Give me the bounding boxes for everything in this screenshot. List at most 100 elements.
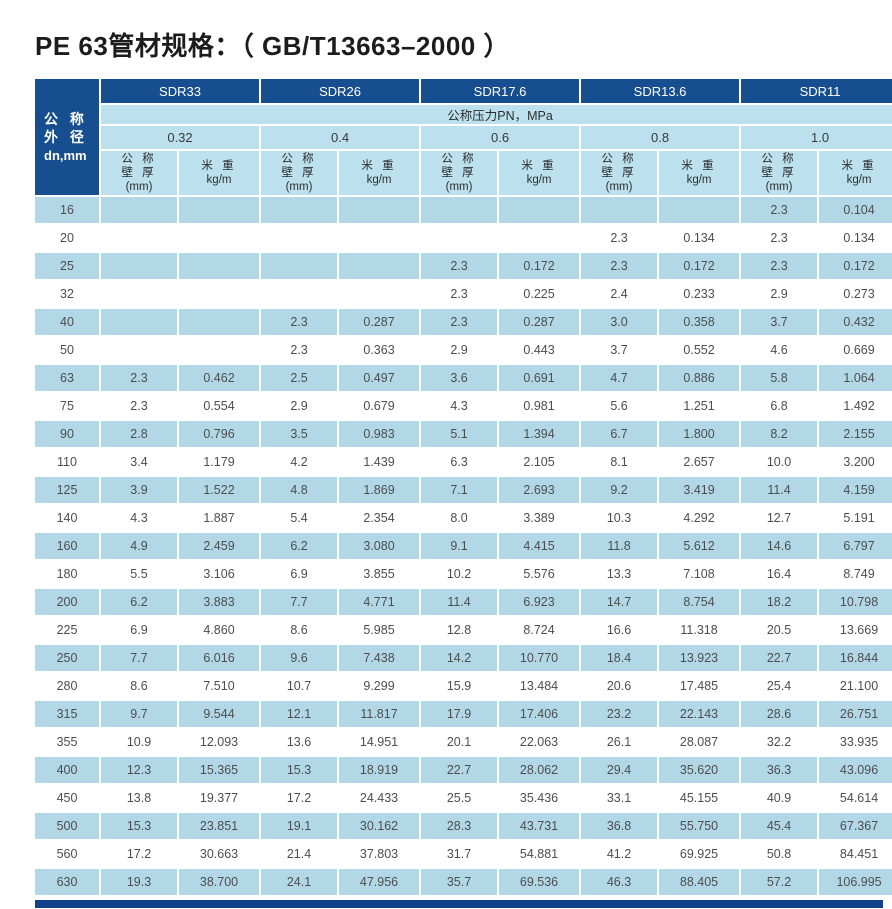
meter-weight-value: 10.798 — [819, 589, 892, 615]
meter-weight-value: 0.172 — [659, 253, 740, 279]
sdr-header-row: 公 称 外 径 dn,mm SDR33 SDR26 SDR17.6 SDR13.… — [35, 79, 892, 195]
wall-thickness-value: 9.1 — [421, 533, 498, 559]
meter-weight-value: 0.554 — [179, 393, 260, 419]
meter-weight-value: 22.143 — [659, 701, 740, 727]
meter-weight-value: 0.669 — [819, 337, 892, 363]
wall-thickness-value: 28.6 — [741, 701, 818, 727]
meter-weight-value: 2.155 — [819, 421, 892, 447]
meter-weight-value: 2.105 — [499, 449, 580, 475]
wall-thickness-value: 9.6 — [261, 645, 338, 671]
meter-weight-value: 0.233 — [659, 281, 740, 307]
meter-weight-value: 0.981 — [499, 393, 580, 419]
meter-weight-value: 6.797 — [819, 533, 892, 559]
table-row-dn-355: 355 10.9 12.093 13.6 14.951 20.1 22.063 26.1 28.… — [35, 729, 892, 755]
wall-thickness-value: 5.6 — [581, 393, 658, 419]
meter-weight-value: 0.691 — [499, 365, 580, 391]
wall-thickness-value — [101, 281, 177, 307]
wall-thickness-value: 16.4 — [741, 561, 818, 587]
table-row-dn-32: 32 2.3 0.225 2.4 0.233 2.9 0.273 — [35, 281, 892, 307]
wall-thickness-value: 32.2 — [741, 729, 818, 755]
pn-label-row: 公称压力PN，MPa — [35, 105, 892, 124]
meter-weight-value: 35.620 — [659, 757, 740, 783]
sdr-header-sdr11: SDR11 — [741, 79, 892, 103]
meter-weight-value: 4.159 — [819, 477, 892, 503]
meter-weight-value — [659, 197, 740, 223]
meter-weight-value: 1.800 — [659, 421, 740, 447]
wall-thickness-value: 7.1 — [421, 477, 498, 503]
wall-thickness-value: 5.1 — [421, 421, 498, 447]
wall-thickness-value: 12.1 — [261, 701, 338, 727]
meter-weight-value: 10.770 — [499, 645, 580, 671]
meter-weight-value: 30.162 — [339, 813, 420, 839]
dn-cell: 50 — [35, 337, 99, 363]
meter-weight-value: 26.751 — [819, 701, 892, 727]
meter-weight-value: 0.172 — [499, 253, 580, 279]
meter-weight-value: 19.377 — [179, 785, 260, 811]
meter-weight-value: 4.415 — [499, 533, 580, 559]
meter-weight-value: 21.100 — [819, 673, 892, 699]
wall-thickness-value: 17.9 — [421, 701, 498, 727]
wall-thickness-value: 22.7 — [741, 645, 818, 671]
meter-weight-value: 5.985 — [339, 617, 420, 643]
wall-thickness-value: 5.4 — [261, 505, 338, 531]
dn-cell: 225 — [35, 617, 99, 643]
wall-thickness-value: 14.2 — [421, 645, 498, 671]
pn-label-cell: 公称压力PN，MPa — [101, 105, 892, 124]
meter-weight-value: 38.700 — [179, 869, 260, 895]
wall-thickness-value: 57.2 — [741, 869, 818, 895]
meter-weight-value: 6.923 — [499, 589, 580, 615]
wall-thickness-value — [101, 337, 177, 363]
meter-weight-value: 1.869 — [339, 477, 420, 503]
meter-weight-value: 0.983 — [339, 421, 420, 447]
meter-weight-value: 7.438 — [339, 645, 420, 671]
wall-thickness-value: 6.9 — [101, 617, 177, 643]
pressure-row: 0.32 0.4 0.6 0.8 1.0 — [35, 126, 892, 149]
wall-thickness-value: 3.5 — [261, 421, 338, 447]
wall-thickness-value: 13.6 — [261, 729, 338, 755]
meter-weight-value: 17.406 — [499, 701, 580, 727]
wall-thickness-value: 29.4 — [581, 757, 658, 783]
wall-thickness-header: 公 称壁 厚 (mm) — [581, 151, 658, 195]
wall-thickness-value: 28.3 — [421, 813, 498, 839]
bottom-bar — [35, 900, 883, 908]
table-row-dn-110: 110 3.4 1.179 4.2 1.439 6.3 2.105 8.1 2.657 10.0 3… — [35, 449, 892, 475]
wall-thickness-value: 9.2 — [581, 477, 658, 503]
wall-thickness-value: 21.4 — [261, 841, 338, 867]
wall-thickness-value: 25.5 — [421, 785, 498, 811]
dn-cell: 450 — [35, 785, 99, 811]
table-row-dn-63: 63 2.3 0.462 2.5 0.497 3.6 0.691 4.7 0.886 5.8 1.0… — [35, 365, 892, 391]
meter-weight-value: 3.855 — [339, 561, 420, 587]
wall-thickness-value: 2.3 — [581, 225, 658, 251]
table-row-dn-25: 25 2.3 0.172 2.3 0.172 2.3 0.172 — [35, 253, 892, 279]
wall-thickness-value: 20.5 — [741, 617, 818, 643]
sub-header-row: 公 称壁 厚 (mm) 米 重 kg/m 公 称壁 厚 (mm) 米 重 kg/m 公 称壁 厚… — [35, 151, 892, 195]
meter-weight-value: 43.096 — [819, 757, 892, 783]
meter-weight-value: 0.273 — [819, 281, 892, 307]
meter-weight-value: 3.419 — [659, 477, 740, 503]
wall-thickness-value: 4.3 — [101, 505, 177, 531]
wall-thickness-value: 8.6 — [101, 673, 177, 699]
wall-thickness-value: 4.9 — [101, 533, 177, 559]
wall-thickness-value: 19.1 — [261, 813, 338, 839]
meter-weight-value: 3.080 — [339, 533, 420, 559]
wall-thickness-value: 36.8 — [581, 813, 658, 839]
table-row-dn-630: 630 19.3 38.700 24.1 47.956 35.7 69.536 46.3 88.… — [35, 869, 892, 895]
meter-weight-value: 8.754 — [659, 589, 740, 615]
wall-thickness-value: 14.6 — [741, 533, 818, 559]
meter-weight-value: 0.363 — [339, 337, 420, 363]
dn-cell: 630 — [35, 869, 99, 895]
meter-weight-header: 米 重 kg/m — [819, 151, 892, 195]
table-row-dn-400: 400 12.3 15.365 15.3 18.919 22.7 28.062 29.4 35.… — [35, 757, 892, 783]
wall-thickness-value: 2.5 — [261, 365, 338, 391]
pressure-0-8: 0.8 — [581, 126, 740, 149]
wall-thickness-value: 14.7 — [581, 589, 658, 615]
wall-thickness-value: 2.3 — [421, 309, 498, 335]
meter-weight-value: 11.817 — [339, 701, 420, 727]
wall-thickness-value: 2.3 — [741, 225, 818, 251]
wall-thickness-value: 3.9 — [101, 477, 177, 503]
sdr-header-sdr33: SDR33 — [101, 79, 260, 103]
wall-thickness-value: 26.1 — [581, 729, 658, 755]
wall-thickness-value: 2.9 — [421, 337, 498, 363]
wall-thickness-value: 2.9 — [741, 281, 818, 307]
dn-cell: 40 — [35, 309, 99, 335]
